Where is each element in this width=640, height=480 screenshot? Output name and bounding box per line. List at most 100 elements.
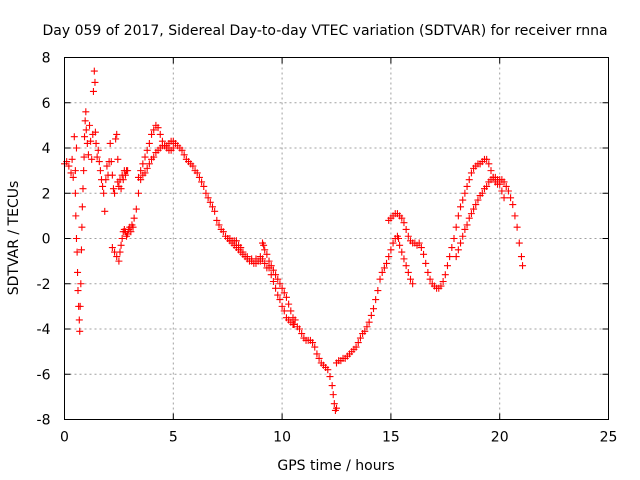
data-point bbox=[180, 151, 188, 159]
data-point bbox=[446, 253, 454, 261]
data-point bbox=[276, 280, 284, 288]
data-point bbox=[285, 300, 293, 308]
data-point bbox=[215, 221, 223, 229]
data-point bbox=[315, 354, 323, 362]
data-point bbox=[77, 280, 85, 288]
data-point bbox=[461, 225, 469, 233]
data-point bbox=[75, 316, 83, 324]
data-point bbox=[363, 323, 371, 331]
data-point bbox=[406, 275, 414, 283]
data-point bbox=[74, 268, 82, 276]
data-point bbox=[465, 176, 473, 184]
data-point bbox=[113, 130, 121, 138]
data-point bbox=[189, 162, 197, 170]
data-point bbox=[158, 137, 166, 145]
data-point bbox=[402, 262, 410, 270]
x-tick-label: 25 bbox=[600, 430, 618, 446]
data-point bbox=[282, 293, 290, 301]
data-point bbox=[367, 311, 375, 319]
data-point bbox=[127, 228, 135, 236]
data-point bbox=[267, 271, 275, 279]
data-point bbox=[96, 167, 104, 175]
data-point bbox=[269, 266, 277, 274]
data-point bbox=[68, 155, 76, 163]
data-point bbox=[467, 210, 475, 218]
data-point bbox=[441, 271, 449, 279]
data-point bbox=[426, 275, 434, 283]
data-point bbox=[402, 225, 410, 233]
data-point bbox=[134, 189, 142, 197]
y-tick-label: 4 bbox=[42, 141, 51, 157]
data-point bbox=[150, 126, 158, 134]
x-tick-label: 15 bbox=[382, 430, 400, 446]
data-point bbox=[204, 194, 212, 202]
data-point bbox=[108, 171, 116, 179]
data-point bbox=[311, 343, 319, 351]
data-point bbox=[500, 194, 508, 202]
data-point bbox=[237, 244, 245, 252]
data-point bbox=[193, 169, 201, 177]
data-point bbox=[119, 176, 127, 184]
data-point bbox=[298, 330, 306, 338]
data-point bbox=[82, 108, 90, 116]
data-point bbox=[73, 248, 81, 256]
data-point bbox=[437, 282, 445, 290]
data-point bbox=[404, 232, 412, 240]
data-point bbox=[498, 187, 506, 195]
axis-ticks bbox=[64, 57, 609, 420]
data-point bbox=[404, 268, 412, 276]
data-point bbox=[361, 327, 369, 335]
data-point bbox=[378, 268, 386, 276]
data-point bbox=[376, 275, 384, 283]
data-point bbox=[328, 382, 336, 390]
data-point bbox=[459, 232, 467, 240]
data-point bbox=[396, 241, 404, 249]
axis-tick-labels: 0 5 10 15 20 25 -8 -6 -4 -2 0 2 4 6 8 bbox=[37, 51, 618, 446]
data-point bbox=[78, 223, 86, 231]
data-point bbox=[280, 289, 288, 297]
data-point bbox=[89, 87, 97, 95]
data-point bbox=[309, 339, 317, 347]
data-point bbox=[74, 287, 82, 295]
data-point bbox=[108, 244, 116, 252]
data-point bbox=[65, 162, 73, 170]
data-point bbox=[115, 257, 123, 265]
data-point bbox=[141, 153, 149, 161]
data-point bbox=[289, 320, 297, 328]
data-point bbox=[102, 176, 110, 184]
data-point bbox=[143, 164, 151, 172]
data-point bbox=[80, 153, 88, 161]
data-point bbox=[278, 284, 286, 292]
data-point bbox=[474, 196, 482, 204]
data-points bbox=[61, 67, 527, 414]
data-point bbox=[278, 302, 286, 310]
x-tick-label: 10 bbox=[273, 430, 291, 446]
data-point bbox=[92, 139, 100, 147]
data-point bbox=[76, 302, 84, 310]
data-point bbox=[198, 178, 206, 186]
data-point bbox=[457, 203, 465, 211]
data-point bbox=[114, 155, 122, 163]
data-point bbox=[280, 307, 288, 315]
data-point bbox=[422, 259, 430, 267]
data-point bbox=[261, 246, 269, 254]
data-point bbox=[465, 214, 473, 222]
data-point bbox=[156, 130, 164, 138]
data-point bbox=[439, 277, 447, 285]
data-point bbox=[69, 173, 77, 181]
data-point bbox=[400, 255, 408, 263]
data-point bbox=[79, 185, 87, 193]
data-point bbox=[91, 128, 99, 136]
data-point bbox=[374, 287, 382, 295]
chart-title: Day 059 of 2017, Sidereal Day-to-day VTE… bbox=[42, 23, 607, 39]
data-point bbox=[276, 296, 284, 304]
data-point bbox=[504, 187, 512, 195]
y-axis-label: SDTVAR / TECUs bbox=[6, 181, 22, 296]
data-point bbox=[452, 223, 460, 231]
data-point bbox=[420, 250, 428, 258]
data-point bbox=[463, 182, 471, 190]
data-point bbox=[143, 146, 151, 154]
data-point bbox=[326, 373, 334, 381]
data-point bbox=[502, 182, 510, 190]
